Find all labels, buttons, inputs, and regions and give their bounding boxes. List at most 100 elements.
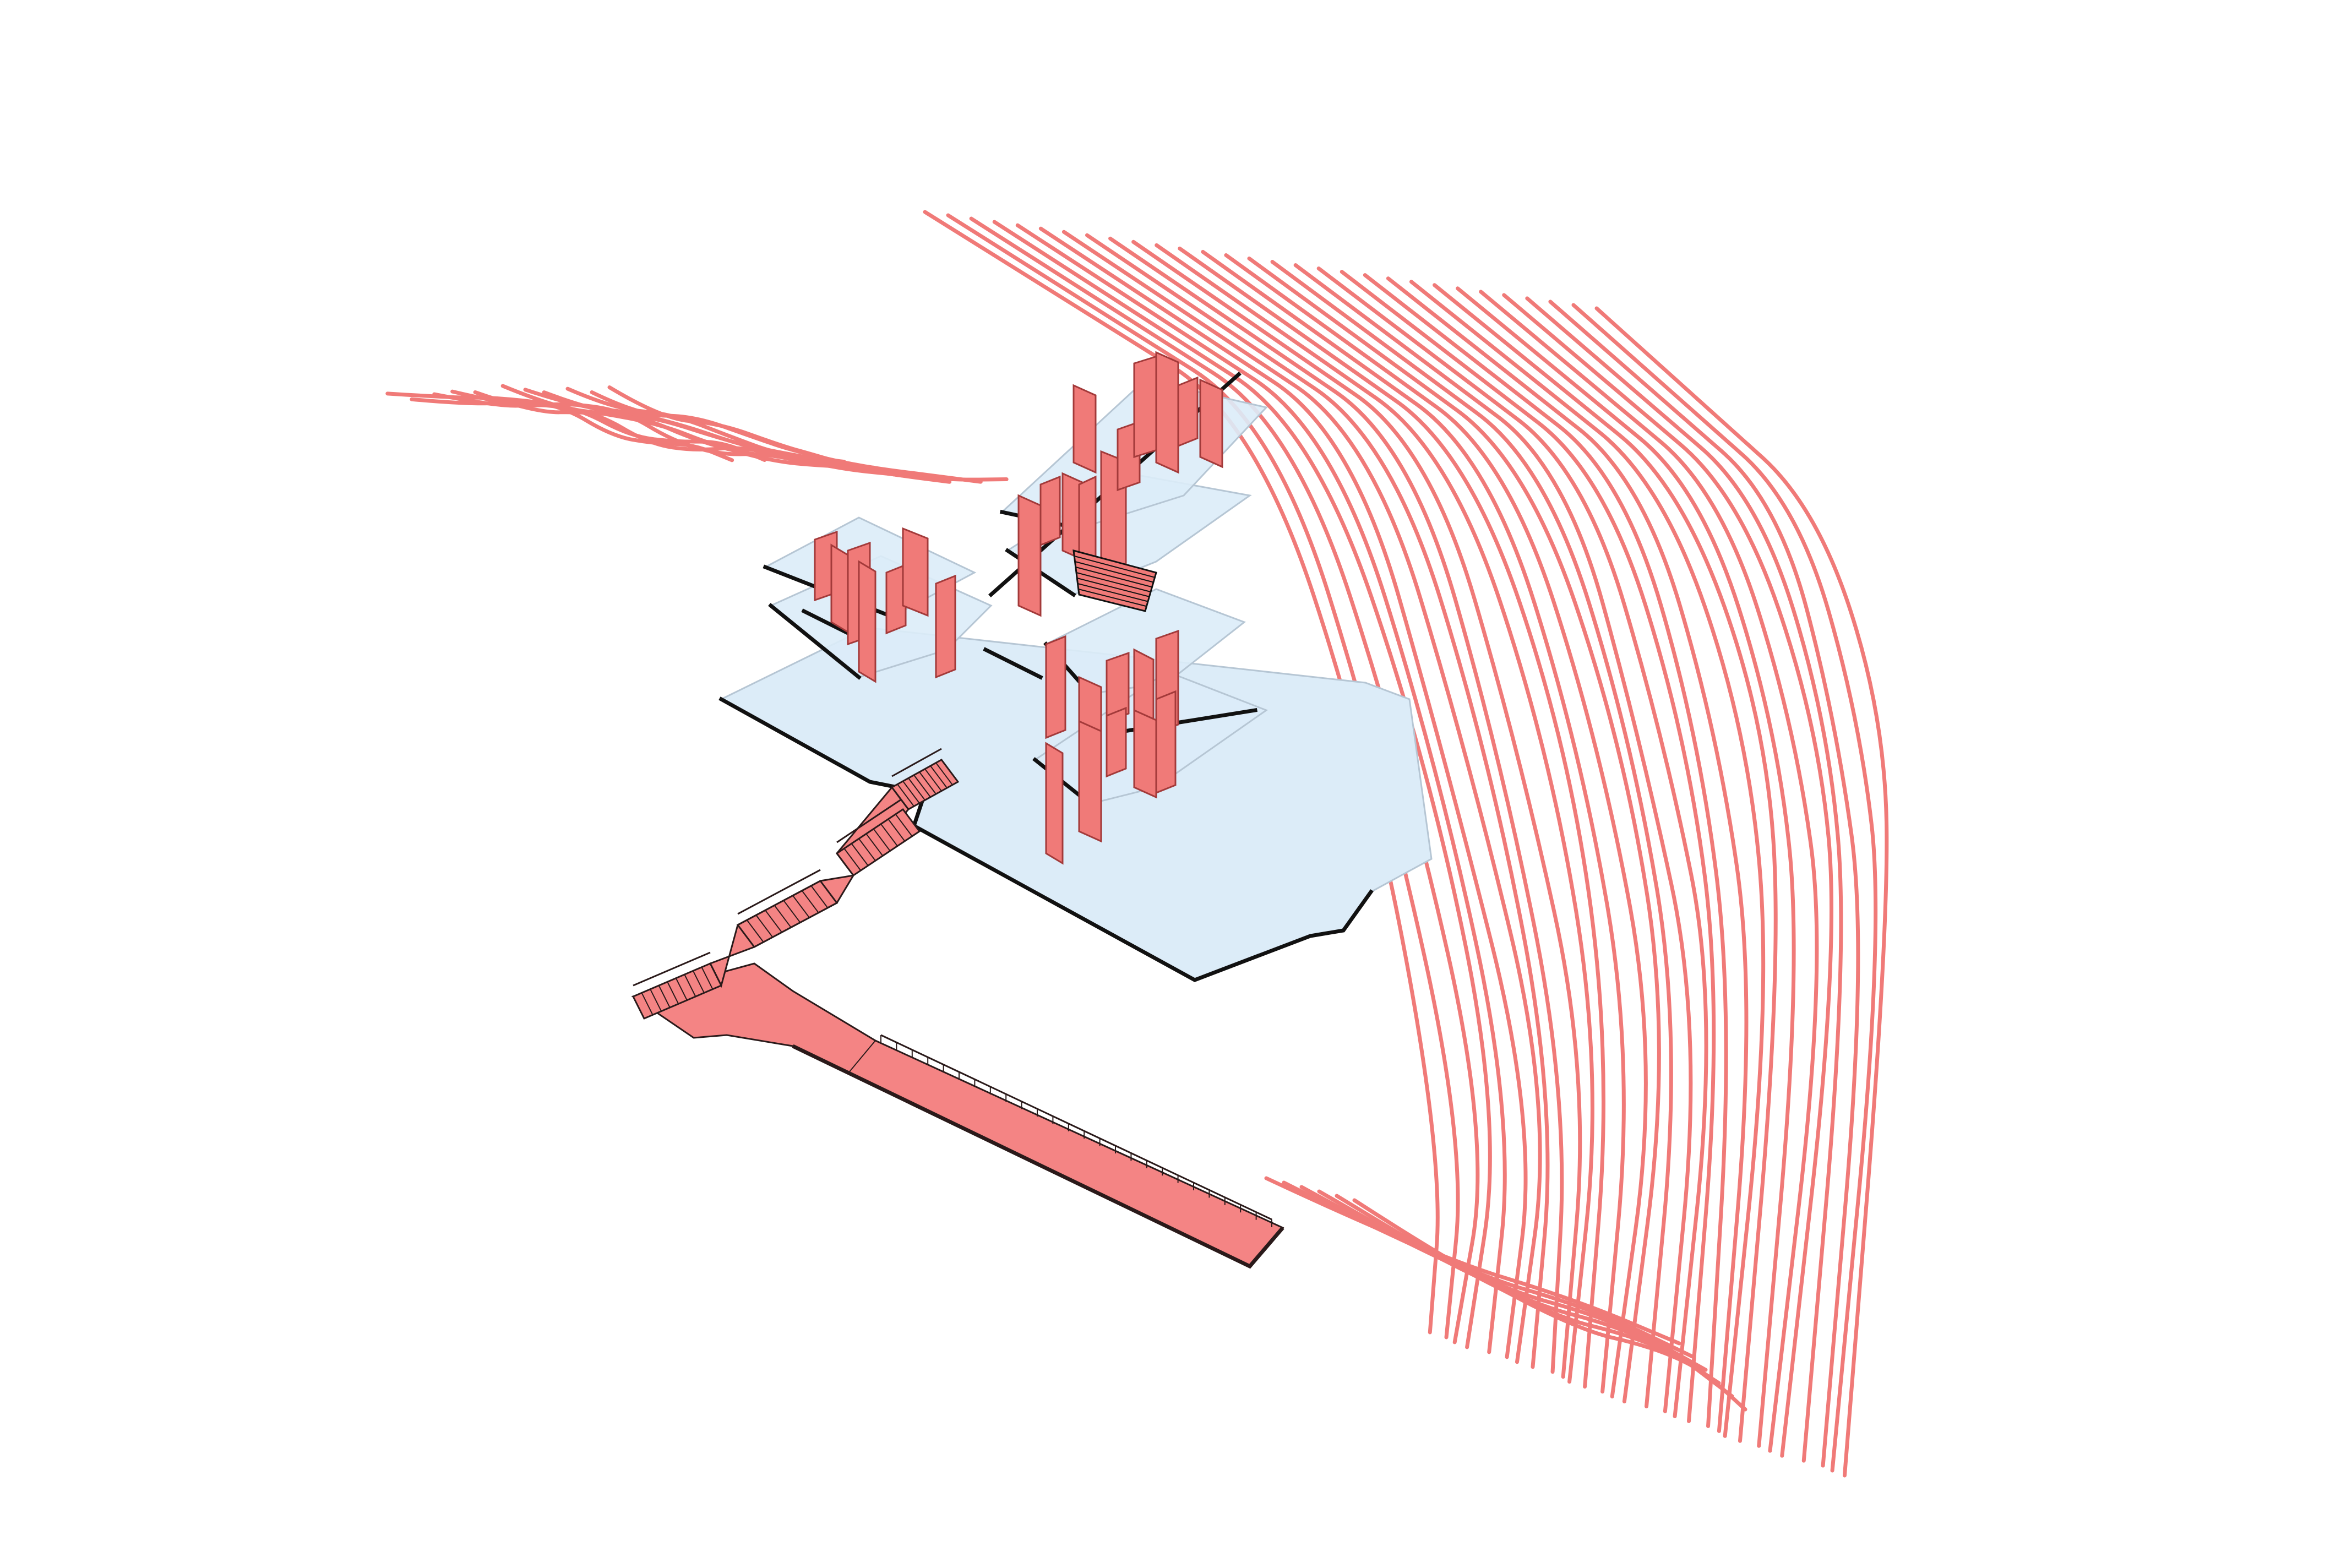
stair-tread: [1076, 572, 1151, 592]
wall-panel: [830, 543, 849, 634]
contour-line: [946, 213, 1460, 1340]
contour-line: [1178, 246, 1605, 1389]
contour-line: [432, 392, 797, 462]
stair-tread: [701, 967, 714, 990]
stair-tread: [667, 981, 679, 1004]
contour-line: [1340, 270, 1716, 1423]
contour-line: [1456, 286, 1796, 1448]
stair-tread: [650, 989, 662, 1012]
contour-line: [1015, 223, 1507, 1354]
stair-tread: [935, 762, 953, 786]
contour-line: [1270, 260, 1673, 1408]
floor-slab-edge: [718, 696, 1374, 982]
stair-tread: [865, 833, 884, 857]
contour-line: [1247, 256, 1661, 1404]
stair-tread: [658, 985, 671, 1008]
floor-slab-edge: [983, 647, 1043, 680]
contour-line: [1201, 249, 1626, 1394]
wall-panel: [1106, 706, 1127, 778]
stair-tread: [888, 819, 906, 842]
contour-line: [1108, 236, 1564, 1374]
contour-line: [1316, 266, 1708, 1418]
contour-line: [1085, 233, 1550, 1369]
stair-tread: [792, 895, 810, 918]
stair-tread: [858, 838, 876, 861]
contour-line: [1502, 293, 1834, 1458]
walkway-deck: [631, 962, 1284, 1267]
walkway-edge: [792, 1044, 1284, 1269]
wall-panel: [902, 527, 929, 617]
stair-tread: [913, 775, 931, 798]
wall-panel: [1045, 635, 1066, 739]
stair-tread: [1075, 561, 1154, 583]
contour-line: [1525, 296, 1843, 1463]
contour-line: [1571, 303, 1878, 1473]
contour-line: [1352, 1198, 1747, 1412]
wall-panel: [1155, 351, 1179, 474]
contour-line: [1061, 230, 1542, 1364]
walkway-railing: [880, 1034, 1272, 1221]
wall-panel: [858, 560, 876, 683]
stair-tread: [895, 814, 913, 837]
stair-tread: [1078, 589, 1147, 607]
contour-line: [1038, 226, 1528, 1359]
contour-line: [1299, 1185, 1708, 1372]
stair-tread: [765, 910, 782, 933]
wall-panel: [1078, 720, 1102, 843]
contour-line: [565, 386, 952, 484]
stair-tread: [641, 992, 654, 1015]
stair-tread: [919, 771, 937, 794]
stair-tread: [873, 828, 891, 852]
contour-line: [992, 220, 1492, 1349]
contour-line: [1317, 1189, 1721, 1385]
building-mass: [718, 351, 1433, 982]
stair-tread: [810, 885, 829, 908]
contour-line: [1293, 263, 1693, 1413]
stair-handrail: [737, 869, 821, 915]
terrain-contours: [385, 210, 1889, 1478]
contour-line: [385, 391, 734, 462]
contour-line: [923, 210, 1440, 1335]
stair-tread: [902, 781, 920, 804]
contour-line: [1386, 276, 1749, 1433]
stair-handrail: [836, 797, 903, 843]
wall-panel: [1133, 709, 1157, 799]
wall-panel: [1155, 690, 1177, 794]
stair-tread: [1075, 567, 1152, 588]
wall-panel: [1039, 475, 1061, 547]
contour-line: [1433, 283, 1778, 1443]
wall-panel: [1177, 376, 1199, 448]
stair-tread: [897, 783, 914, 807]
stair-tread: [675, 978, 688, 1001]
wall-panel: [1133, 354, 1160, 459]
contour-line: [410, 397, 767, 462]
wall-panel: [1045, 742, 1064, 865]
stair-tread: [692, 970, 705, 993]
contour-line: [1548, 300, 1860, 1468]
contour-line: [969, 216, 1480, 1344]
stair-tread: [774, 905, 792, 928]
contour-line: [1409, 280, 1766, 1438]
wall-panel: [885, 563, 907, 635]
stair-flight: [736, 880, 839, 948]
contour-line: [542, 390, 923, 477]
stair-tread: [1077, 578, 1150, 597]
stair-tread: [1077, 583, 1148, 602]
stair-tread: [880, 824, 898, 847]
stair-tread: [908, 777, 925, 801]
contour-line: [1131, 239, 1582, 1379]
contour-line: [1155, 243, 1594, 1384]
stair-tread: [746, 919, 764, 943]
contour-line: [1335, 1194, 1734, 1398]
stair-tread: [930, 765, 948, 788]
stair-tread: [755, 914, 774, 938]
wall-panel: [1017, 494, 1042, 617]
stair-tread: [843, 848, 862, 871]
interior-stair: [1072, 549, 1157, 612]
wall-panel: [1199, 378, 1223, 469]
stair-tread: [684, 974, 696, 997]
access-walkway: [631, 748, 1284, 1269]
contour-line: [1594, 306, 1889, 1478]
stair-tread: [801, 890, 819, 913]
